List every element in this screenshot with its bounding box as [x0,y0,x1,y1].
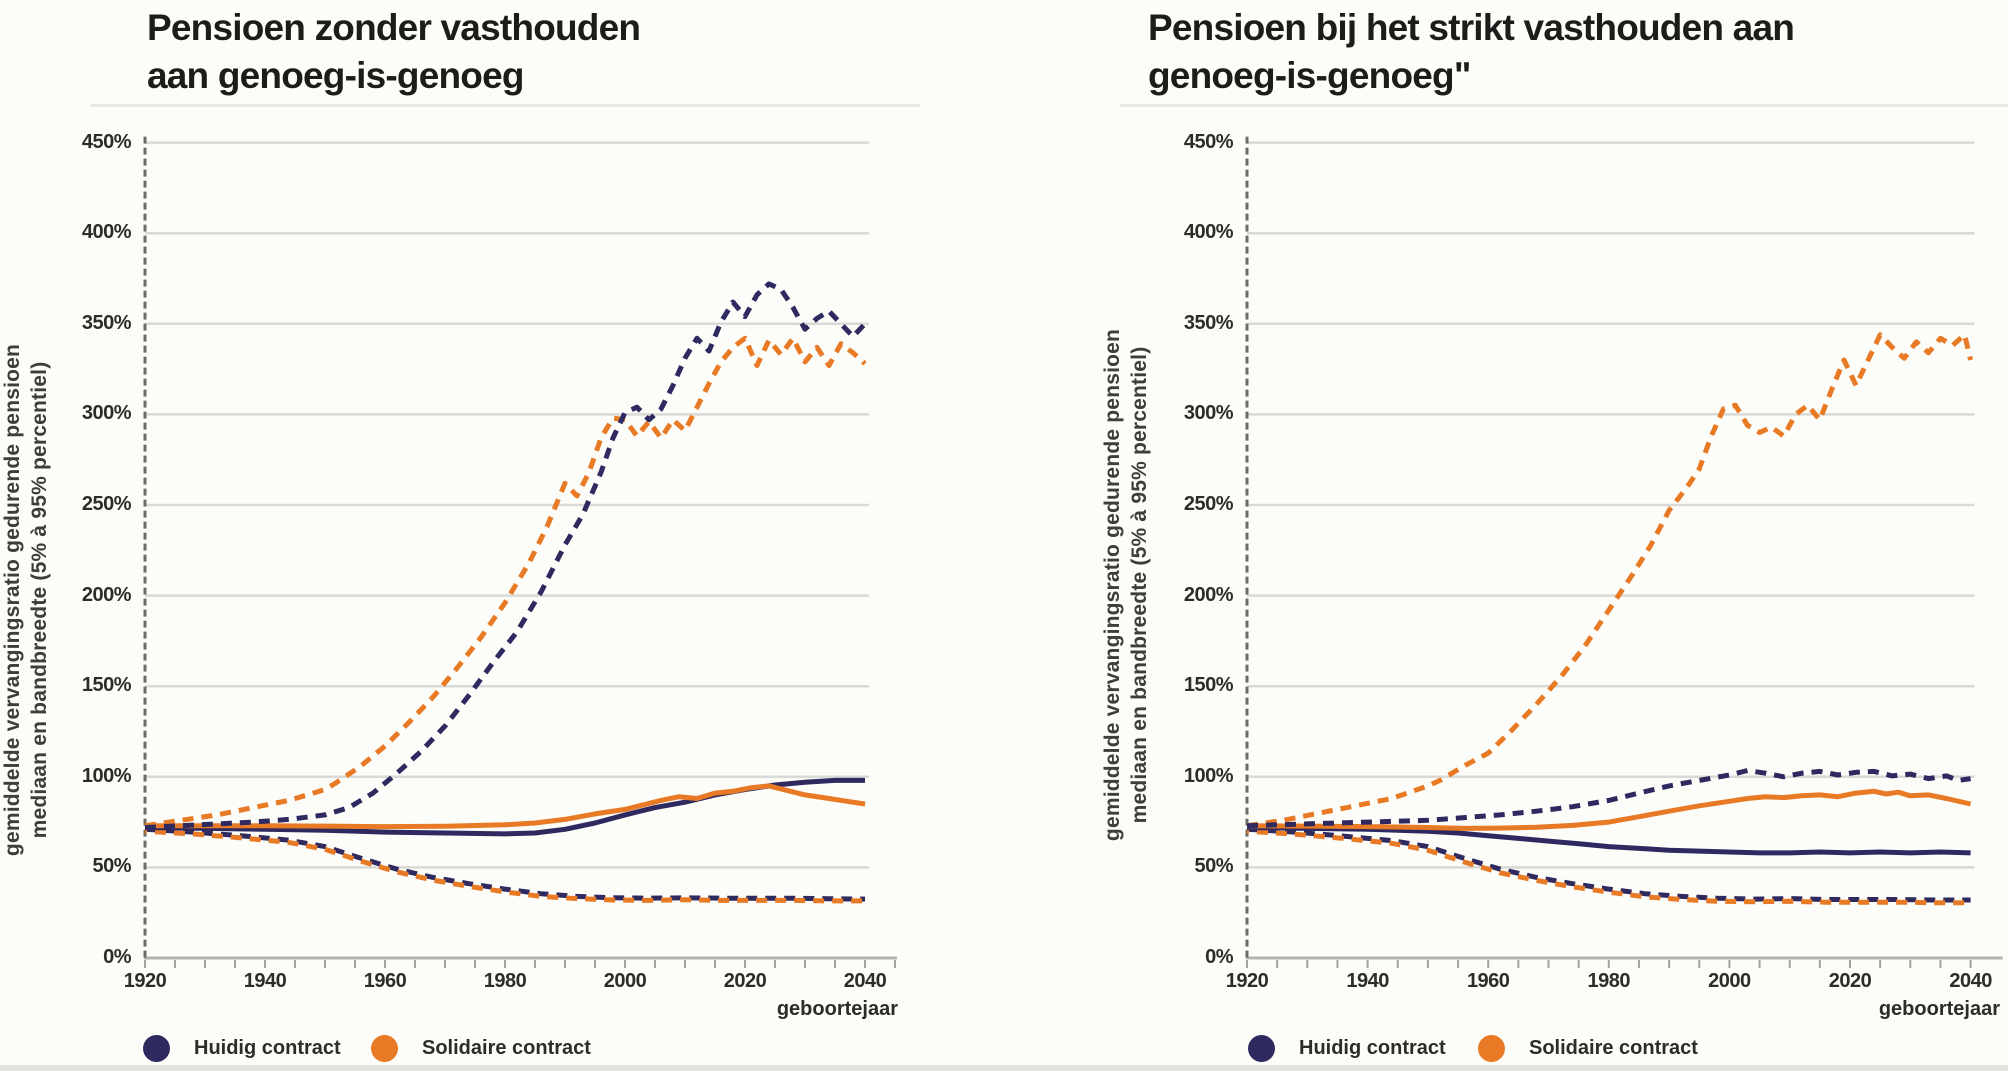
series-huidig-contract-mediaan-right [1246,825,1971,856]
legend-item-huidig-contract: Huidig contract [1248,1033,1446,1063]
y-tick-label: 350% [81,311,132,334]
title-divider [90,104,920,107]
solidaire-contract-legend-dot-icon [1478,1034,1505,1062]
x-tick-label: 2000 [1708,970,1751,992]
series-huidig-contract-5-percentiel-left [144,826,866,902]
huidig-contract-legend-dot-icon [143,1034,170,1062]
y-tick-label: 50% [1194,855,1233,878]
chart-title-line: Pensioen bij het strikt vasthouden aan [1148,7,1795,48]
series-huidig-contract-95-percentiel-right [1246,768,1971,829]
huidig-contract-legend-dot-icon [1248,1034,1275,1062]
chart-title-line: aan genoeg-is-genoeg [147,55,524,96]
legend-item-solidaire-contract: Solidaire contract [1478,1033,1698,1063]
chart-title-right: Pensioen bij het strikt vasthouden aan g… [1148,4,1795,100]
y-tick-label: 250% [1183,493,1234,515]
x-tick-label: 1980 [483,970,527,992]
chart-title-left: Pensioen zonder vasthouden aan genoeg-is… [147,4,641,100]
chart-title-line: Pensioen zonder vasthouden [147,7,641,48]
legend-label: Huidig contract [194,1036,341,1059]
y-tick-label: 150% [1183,674,1234,697]
y-tick-label: 0% [1205,946,1233,968]
y-tick-label: 400% [81,221,132,244]
x-tick-label: 2040 [1949,970,1992,992]
y-tick-label: 100% [1183,764,1234,787]
x-tick-label: 2020 [1828,970,1872,992]
y-tick-label: 350% [1183,311,1234,334]
x-tick-label: 2040 [843,970,887,992]
x-tick-label: 1920 [123,970,167,992]
chart-title-line: genoeg-is-genoeg" [1148,55,1471,96]
y-tick-label: 300% [1183,402,1234,425]
series-solidaire-contract-mediaan-right [1246,788,1972,831]
x-tick-label: 1920 [1225,970,1269,992]
y-tick-label: 50% [92,855,131,878]
y-tick-label: 150% [81,674,132,697]
y-tick-label: 450% [81,130,132,153]
x-tick-label: 1960 [363,970,407,992]
title-divider [1120,104,2008,107]
x-axis-title-right: geboortejaar [1878,998,2000,1020]
legend-item-huidig-contract: Huidig contract [143,1033,341,1063]
x-tick-label: 1940 [1346,970,1389,992]
series-huidig-contract-95-percentiel-left [144,281,867,830]
series-solidaire-contract-95-percentiel-left [144,335,867,829]
x-axis-title-left: geboortejaar [776,998,898,1020]
x-tick-label: 2000 [603,970,647,992]
x-tick-label: 1960 [1466,970,1510,992]
legend-item-solidaire-contract: Solidaire contract [371,1033,591,1063]
legend-label: Huidig contract [1299,1036,1446,1059]
y-tick-label: 250% [81,493,132,515]
x-tick-label: 2020 [723,970,767,992]
bottom-edge-divider [0,1065,2008,1071]
y-tick-label: 400% [1183,221,1234,244]
y-axis-title-line: gemiddelde vervangingsratio gedurende pe… [1,343,24,857]
series-solidaire-contract-mediaan-left [145,783,866,830]
x-tick-label: 1980 [1587,970,1631,992]
y-axis-title-line: gemiddelde vervangingsratio gedurende pe… [1101,328,1124,842]
legend-label: Solidaire contract [1529,1036,1698,1059]
series-solidaire-contract-5-percentiel-left [144,828,865,904]
y-tick-label: 100% [81,764,132,787]
solidaire-contract-legend-dot-icon [371,1034,398,1062]
y-tick-label: 300% [81,402,132,425]
y-tick-label: 200% [1183,583,1234,606]
series-solidaire-contract-5-percentiel-right [1246,828,1971,906]
y-tick-label: 200% [81,583,132,606]
series-huidig-contract-5-percentiel-right [1246,826,1971,903]
legend-label: Solidaire contract [422,1036,591,1059]
y-tick-label: 450% [1183,130,1234,153]
y-tick-label: 0% [103,946,131,968]
series-solidaire-contract-95-percentiel-right [1246,332,1974,829]
x-tick-label: 1940 [243,970,287,992]
